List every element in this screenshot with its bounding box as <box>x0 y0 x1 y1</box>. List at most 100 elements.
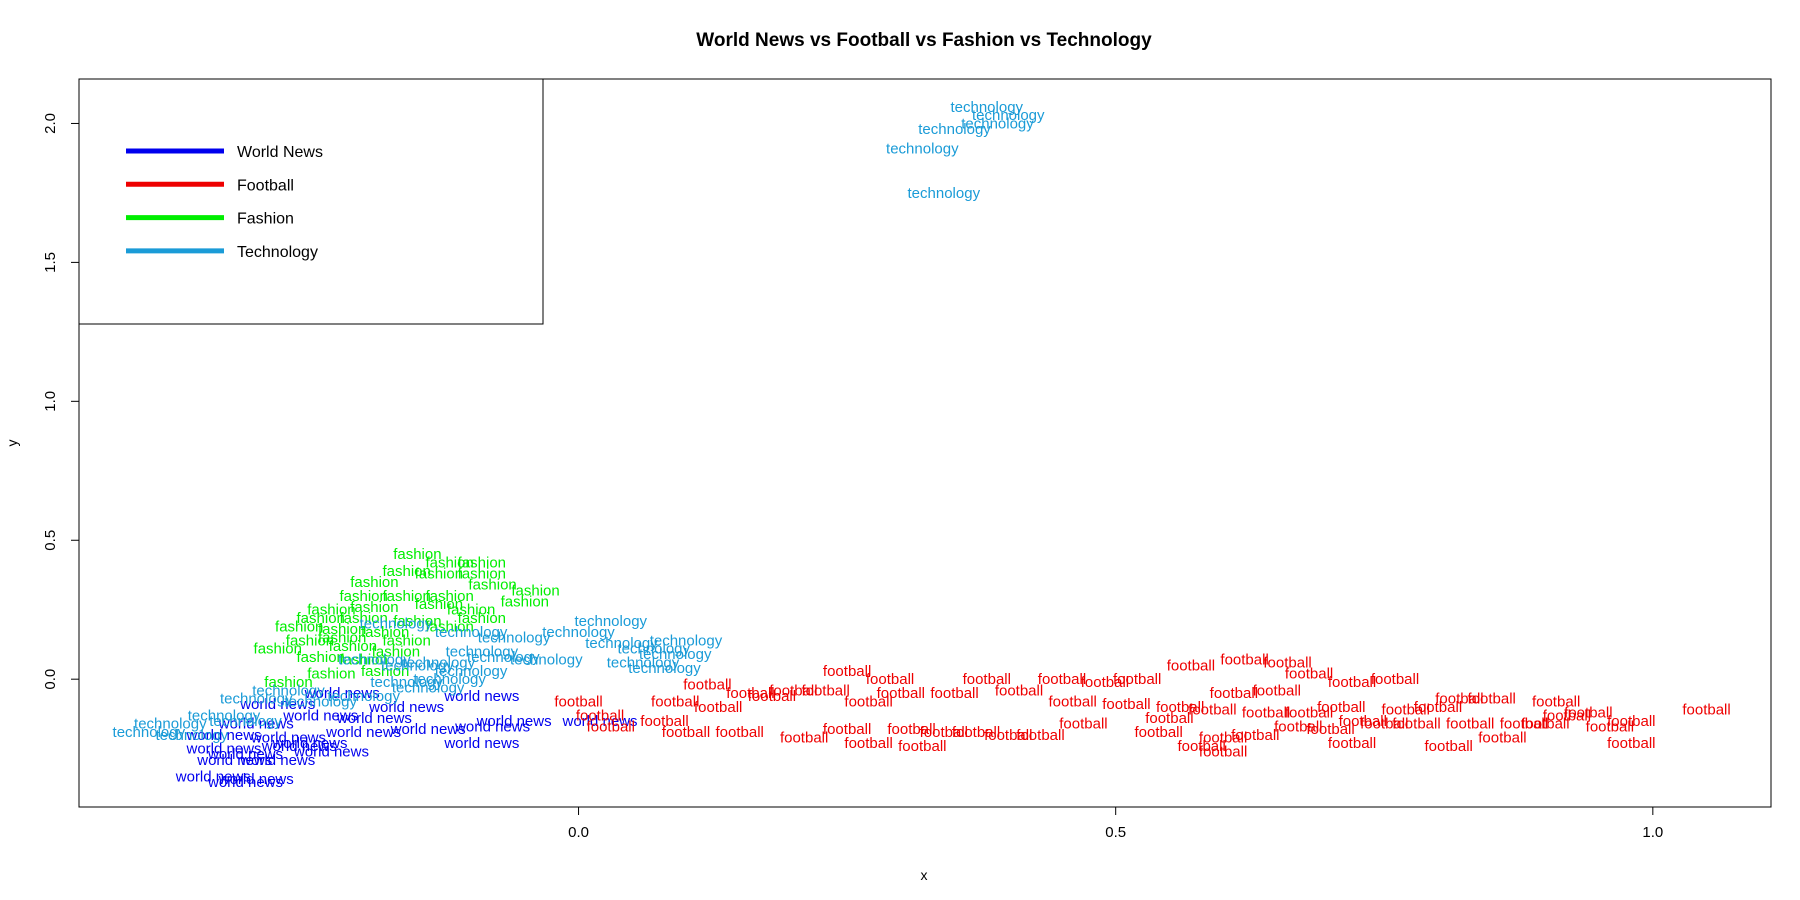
point-label-fashion: fashion <box>297 610 345 627</box>
point-label-technology: technology <box>134 716 207 733</box>
point-label-football: football <box>1414 699 1462 716</box>
point-label-technology: technology <box>650 632 723 649</box>
point-label-football: football <box>1274 718 1322 735</box>
point-label-technology: technology <box>972 107 1045 124</box>
point-label-fashion: fashion <box>425 618 473 635</box>
point-label-football: football <box>1607 735 1655 752</box>
point-label-fashion: fashion <box>339 652 387 669</box>
point-label-football: football <box>1521 716 1569 733</box>
point-label-fashion: fashion <box>415 566 463 583</box>
point-label-fashion: fashion <box>361 624 409 641</box>
point-label-technology: technology <box>392 680 465 697</box>
point-label-world-news: world news <box>476 713 552 730</box>
legend-entry: World News <box>237 144 323 161</box>
point-label-technology: technology <box>446 643 519 660</box>
point-label-technology: technology <box>435 624 508 641</box>
point-label-football: football <box>866 671 914 688</box>
point-label-technology: technology <box>886 140 959 157</box>
point-label-technology: technology <box>585 635 658 652</box>
point-label-technology: technology <box>478 630 551 647</box>
point-label-fashion: fashion <box>318 630 366 647</box>
point-label-football: football <box>1586 718 1634 735</box>
point-label-world-news: world news <box>390 721 466 738</box>
point-label-world-news: world news <box>207 774 283 791</box>
point-label-football: football <box>640 713 688 730</box>
point-label-fashion: fashion <box>382 632 430 649</box>
point-label-world-news: world news <box>207 746 283 763</box>
point-label-football: football <box>920 724 968 741</box>
legend-entry: Football <box>237 177 294 194</box>
point-label-fashion: fashion <box>447 602 495 619</box>
point-label-football: football <box>1682 702 1730 719</box>
point-label-football: football <box>780 730 828 747</box>
point-label-football: football <box>769 682 817 699</box>
point-label-technology: technology <box>284 693 357 710</box>
point-label-football: football <box>1188 702 1236 719</box>
point-label-football: football <box>1102 696 1150 713</box>
point-label-fashion: fashion <box>425 588 473 605</box>
point-label-technology: technology <box>113 724 186 741</box>
point-label-football: football <box>1253 682 1301 699</box>
point-label-fashion: fashion <box>318 621 366 638</box>
point-label-football: football <box>1049 693 1097 710</box>
point-label-football: football <box>1199 743 1247 760</box>
point-label-fashion: fashion <box>372 643 420 660</box>
point-label-world-news: world news <box>239 752 315 769</box>
y-tick-label: 0.0 <box>42 669 59 690</box>
point-label-football: football <box>1156 699 1204 716</box>
point-label-football: football <box>1059 716 1107 733</box>
point-label-football: football <box>1167 657 1215 674</box>
point-label-football: football <box>984 727 1032 744</box>
point-label-football: football <box>1081 674 1129 691</box>
point-label-technology: technology <box>435 663 508 680</box>
point-label-world-news: world news <box>196 752 272 769</box>
point-label-fashion: fashion <box>458 610 506 627</box>
legend-entry: Fashion <box>237 211 294 228</box>
point-label-world-news: world news <box>336 710 412 727</box>
point-label-technology: technology <box>252 682 325 699</box>
point-label-fashion: fashion <box>382 563 430 580</box>
legend: World News Football Fashion Technology <box>78 78 544 325</box>
point-label-fashion: fashion <box>307 666 355 683</box>
point-label-football: football <box>801 682 849 699</box>
point-label-football: football <box>844 735 892 752</box>
point-label-football: football <box>1328 735 1376 752</box>
point-label-football: football <box>1317 699 1365 716</box>
point-label-football: football <box>1500 716 1548 733</box>
point-label-fashion: fashion <box>350 599 398 616</box>
point-label-football: football <box>1543 707 1591 724</box>
point-label-world-news: world news <box>282 707 358 724</box>
point-label-football: football <box>587 718 635 735</box>
point-label-football: football <box>576 707 624 724</box>
point-label-technology: technology <box>338 652 411 669</box>
point-label-football: football <box>1016 727 1064 744</box>
point-label-technology: technology <box>209 713 282 730</box>
point-label-technology: technology <box>918 121 991 138</box>
point-label-world-news: world news <box>271 735 347 752</box>
point-label-football: football <box>1467 691 1515 708</box>
point-label-football: football <box>877 685 925 702</box>
point-label-football: football <box>995 682 1043 699</box>
legend-box <box>78 78 544 325</box>
point-label-football: football <box>1382 702 1430 719</box>
point-label-football: football <box>1339 713 1387 730</box>
point-label-technology: technology <box>542 624 615 641</box>
point-label-technology: technology <box>370 674 443 691</box>
point-label-fashion: fashion <box>468 577 516 594</box>
point-label-football: football <box>1371 671 1419 688</box>
point-label-technology: technology <box>381 657 454 674</box>
point-label-football: football <box>1564 705 1612 722</box>
point-label-world-news: world news <box>443 735 519 752</box>
point-label-technology: technology <box>574 613 647 630</box>
point-label-football: football <box>1435 691 1483 708</box>
y-tick-label: 0.5 <box>42 530 59 551</box>
point-label-fashion: fashion <box>286 632 334 649</box>
plot-area-border <box>78 78 1772 808</box>
point-label-football: football <box>1392 716 1440 733</box>
point-label-technology: technology <box>467 649 540 666</box>
point-label-fashion: fashion <box>458 566 506 583</box>
point-label-technology: technology <box>628 660 701 677</box>
point-label-football: football <box>887 721 935 738</box>
point-label-fashion: fashion <box>297 649 345 666</box>
x-axis: 0.0 0.5 1.0 <box>568 807 1663 841</box>
